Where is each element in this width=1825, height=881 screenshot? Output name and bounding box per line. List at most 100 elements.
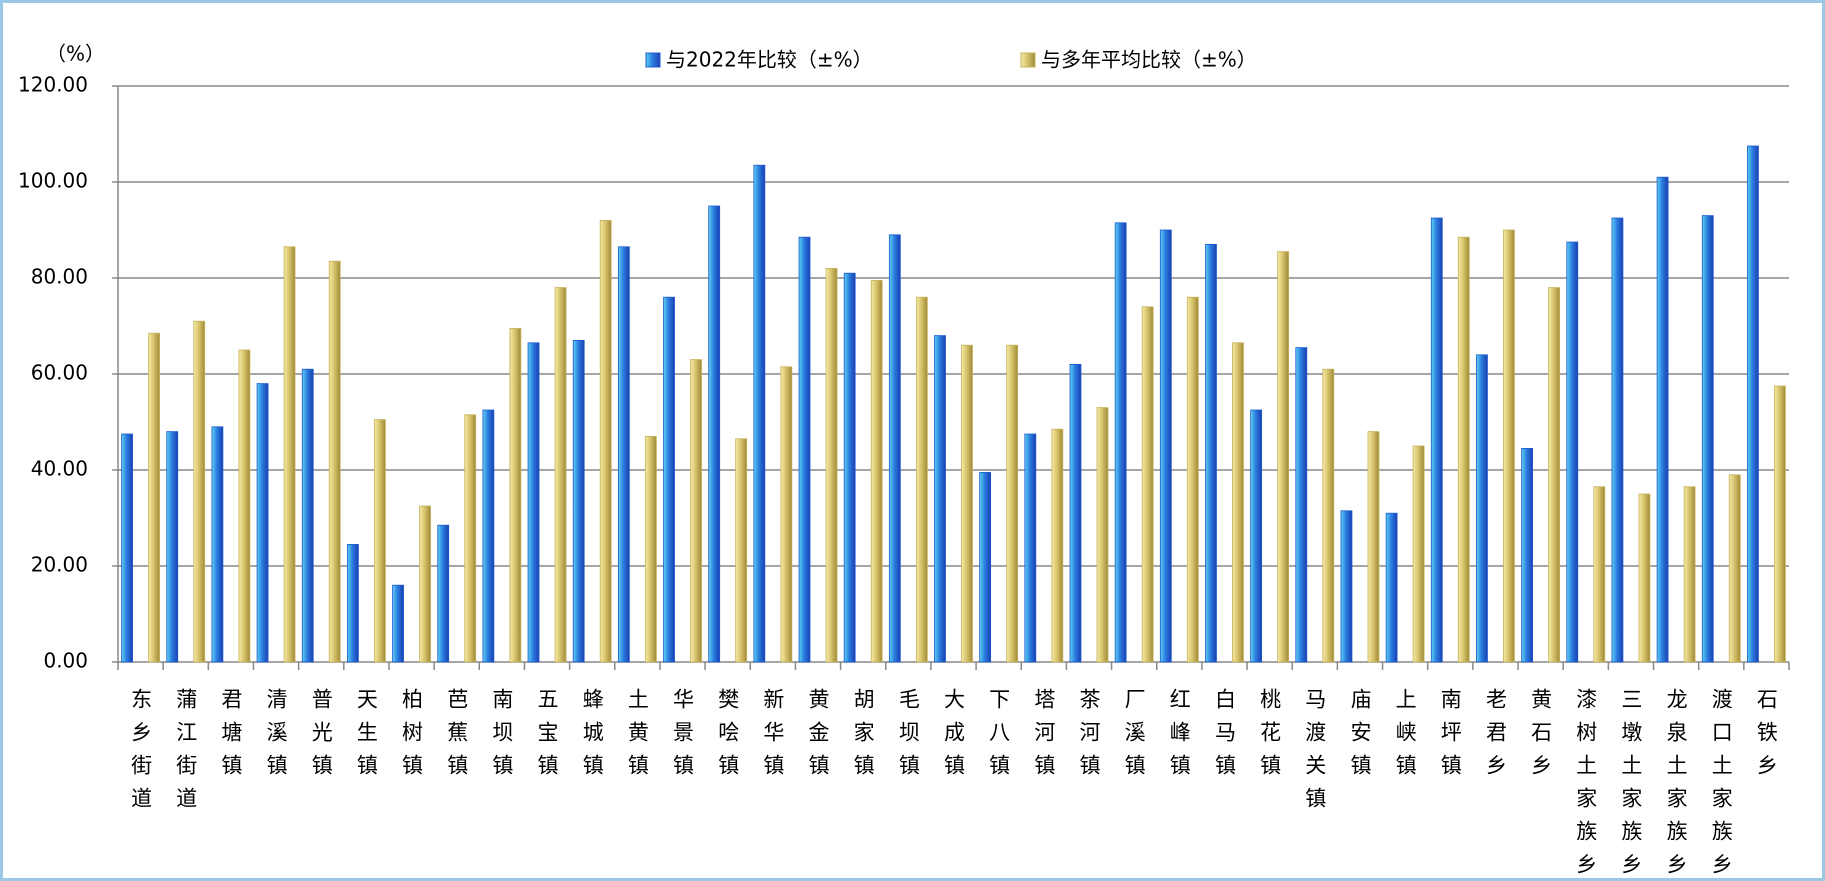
- bar: [283, 246, 296, 663]
- x-tick-label: 普光镇: [309, 688, 333, 787]
- bar: [1521, 447, 1534, 663]
- bar: [1141, 306, 1154, 663]
- x-tick-label: 南坝镇: [490, 688, 514, 787]
- x-tick-label: 樊哙镇: [716, 688, 740, 787]
- bar: [527, 342, 540, 663]
- bar: [735, 438, 748, 663]
- x-tick-label: 君塘镇: [219, 688, 243, 787]
- bar: [1051, 428, 1064, 663]
- bar: [1593, 486, 1606, 663]
- bar: [961, 344, 973, 663]
- x-tick-label: 厂溪镇: [1122, 688, 1146, 787]
- bar: [934, 335, 946, 663]
- bar: [373, 419, 386, 663]
- bar: [1159, 229, 1172, 663]
- bar: [572, 339, 585, 663]
- bar: [663, 296, 675, 663]
- bar: [1186, 296, 1199, 663]
- bar: [1503, 229, 1515, 663]
- y-tick-label: 80.00: [31, 265, 88, 289]
- y-tick-label: 40.00: [31, 457, 88, 481]
- bar: [1205, 243, 1217, 663]
- bar: [1232, 342, 1244, 663]
- bar: [1683, 486, 1696, 663]
- bar: [599, 219, 612, 663]
- bar: [753, 164, 766, 663]
- x-tick-label: 上峡镇: [1393, 688, 1417, 787]
- bar: [1385, 512, 1398, 663]
- bar: [1114, 222, 1127, 663]
- bar: [1701, 215, 1714, 663]
- bar: [1024, 433, 1037, 663]
- bar: [1412, 445, 1425, 663]
- bar: [1367, 431, 1380, 663]
- bar: [437, 524, 450, 663]
- x-tick-label: 大成镇: [942, 688, 966, 787]
- bar: [1638, 493, 1651, 663]
- bar: [1728, 474, 1741, 663]
- legend-label: 与多年平均比较（±%）: [1041, 48, 1257, 72]
- bar: [888, 234, 901, 663]
- x-tick-label: 胡家镇: [851, 688, 875, 787]
- x-tick-label: 桃花镇: [1258, 688, 1282, 787]
- bar: [419, 505, 431, 663]
- x-tick-label: 渡口土家族乡: [1709, 688, 1733, 881]
- x-tick-label: 芭蕉镇: [445, 688, 469, 787]
- bar: [1096, 407, 1109, 663]
- y-tick-label: 0.00: [43, 649, 88, 673]
- bar: [193, 320, 206, 663]
- bar: [301, 368, 314, 663]
- bar: [1006, 344, 1019, 663]
- bar: [1566, 241, 1579, 663]
- x-tick-label: 天生镇: [354, 688, 378, 787]
- x-tick-label: 清溪镇: [264, 688, 288, 787]
- bar: [554, 287, 567, 663]
- x-tick-label: 庙安镇: [1348, 688, 1372, 787]
- bar: [1747, 145, 1759, 663]
- bar: [1069, 363, 1082, 663]
- x-tick-label: 南坪镇: [1438, 688, 1462, 787]
- bar: [464, 414, 477, 663]
- bar: [1430, 217, 1443, 663]
- x-tick-label: 三墩土家族乡: [1619, 688, 1643, 881]
- bar: [238, 349, 251, 663]
- bar: [979, 471, 992, 663]
- bar: [1656, 176, 1669, 663]
- x-tick-label: 老君乡: [1483, 688, 1507, 787]
- bar: [1611, 217, 1624, 663]
- x-tick-label: 柏树镇: [400, 688, 424, 787]
- bar: [1250, 409, 1263, 663]
- x-tick-label: 蜂城镇: [580, 688, 604, 787]
- legend-swatch: [645, 52, 661, 68]
- y-unit-label: （%）: [46, 42, 105, 66]
- x-tick-label: 红峰镇: [1167, 688, 1191, 787]
- bar: [617, 246, 630, 663]
- legend-swatch: [1020, 52, 1036, 68]
- bar: [1340, 510, 1353, 663]
- x-tick-label: 新华镇: [761, 688, 785, 787]
- bar: [798, 236, 811, 663]
- x-tick-label: 五宝镇: [535, 688, 559, 787]
- bar: [1457, 236, 1470, 663]
- bar: [1774, 385, 1786, 663]
- x-tick-label: 龙泉土家族乡: [1664, 688, 1688, 881]
- x-tick-label: 毛坝镇: [896, 688, 920, 787]
- x-tick-label: 白马镇: [1212, 688, 1236, 787]
- x-tick-label: 黄金镇: [806, 688, 830, 787]
- bar: [644, 435, 657, 663]
- y-tick-label: 20.00: [31, 553, 88, 577]
- bar: [509, 327, 522, 663]
- bar: [690, 359, 702, 663]
- bar: [780, 366, 793, 663]
- bar: [166, 431, 179, 663]
- bar: [256, 383, 269, 663]
- bar: [825, 267, 838, 663]
- bar: [346, 544, 359, 663]
- y-tick-label: 120.00: [18, 73, 88, 97]
- legend-label: 与2022年比较（±%）: [666, 48, 873, 72]
- x-tick-label: 漆树土家族乡: [1574, 688, 1598, 881]
- bar: [843, 272, 856, 663]
- x-tick-label: 蒲江街道: [174, 688, 198, 820]
- x-tick-label: 塔河镇: [1032, 688, 1056, 787]
